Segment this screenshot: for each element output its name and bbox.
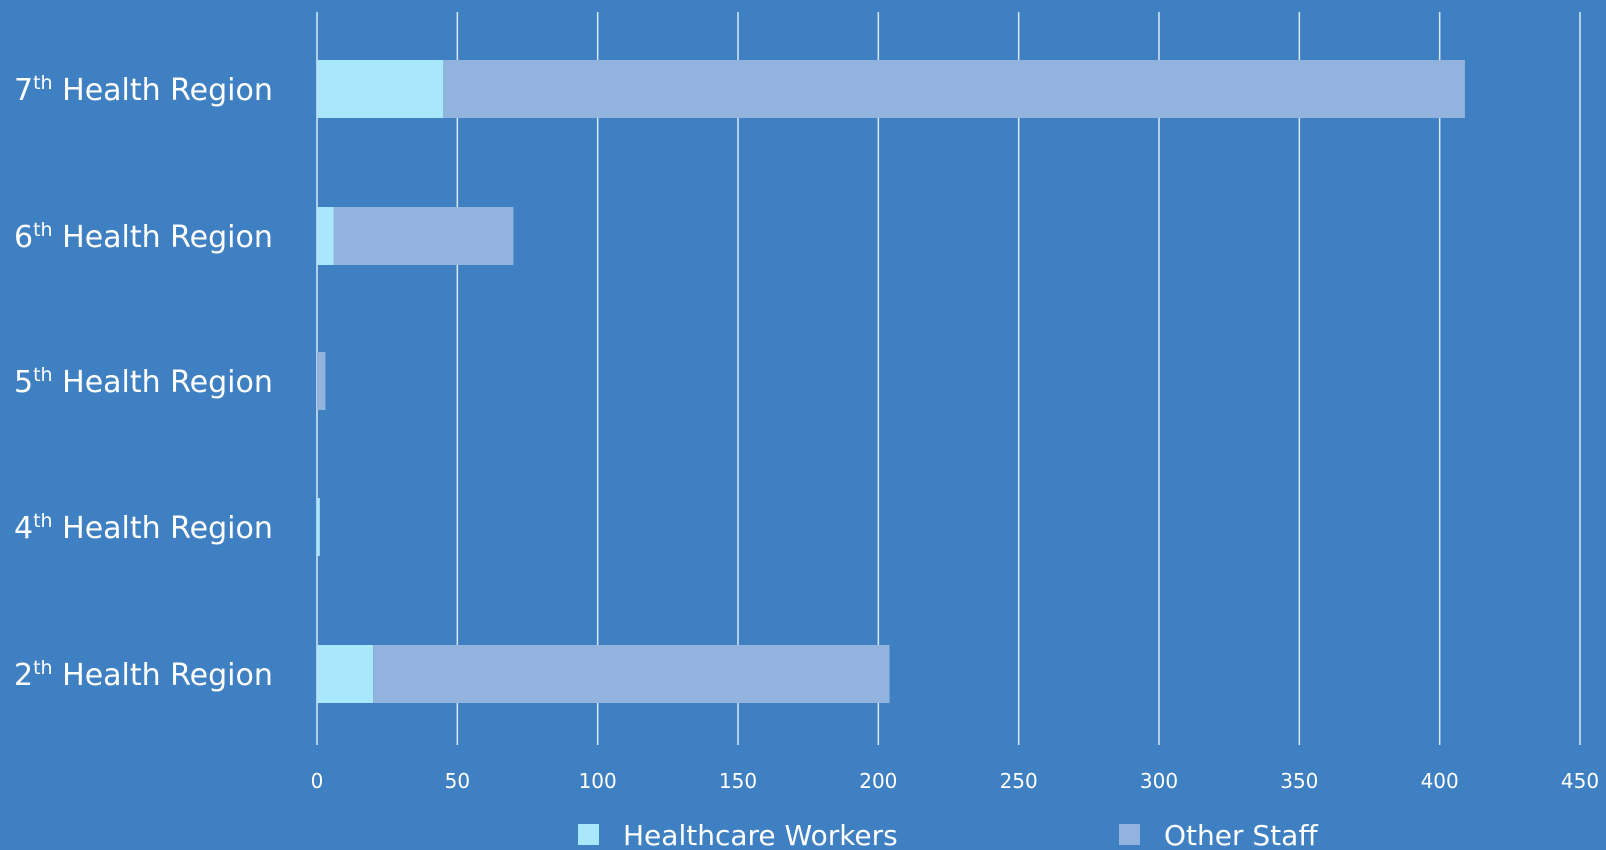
category-label: 7th Health Region bbox=[14, 72, 273, 108]
gridlines bbox=[316, 12, 1581, 745]
legend-swatch bbox=[578, 824, 599, 845]
category-label: 6th Health Region bbox=[14, 219, 273, 255]
x-tick-label: 100 bbox=[579, 769, 617, 793]
x-tick-label: 400 bbox=[1421, 769, 1459, 793]
x-tick-label: 300 bbox=[1140, 769, 1178, 793]
x-tick-label: 350 bbox=[1280, 769, 1318, 793]
x-tick-label: 200 bbox=[859, 769, 897, 793]
category-label: 5th Health Region bbox=[14, 364, 273, 400]
bar-healthcare-workers bbox=[317, 60, 444, 118]
x-tick-label: 150 bbox=[719, 769, 757, 793]
bar-other-staff bbox=[373, 645, 890, 703]
bar-other-staff bbox=[333, 207, 514, 265]
category-label: 4th Health Region bbox=[14, 510, 273, 546]
bar-healthcare-workers bbox=[317, 645, 374, 703]
category-label: 2th Health Region bbox=[14, 657, 273, 693]
category-labels: 7th Health Region 6th Health Region 5th He… bbox=[14, 72, 273, 693]
x-axis-tick-labels: 0 50 100 150 200 250 300 350 400 450 bbox=[311, 769, 1599, 793]
legend: Healthcare Workers Other Staff bbox=[578, 819, 1318, 850]
bar-other-staff bbox=[317, 352, 326, 410]
x-tick-label: 50 bbox=[445, 769, 470, 793]
bar-healthcare-workers bbox=[317, 207, 334, 265]
x-tick-label: 450 bbox=[1561, 769, 1599, 793]
x-tick-label: 0 bbox=[311, 769, 324, 793]
legend-swatch bbox=[1119, 824, 1140, 845]
bar-other-staff bbox=[443, 60, 1465, 118]
x-tick-label: 250 bbox=[1000, 769, 1038, 793]
legend-label: Other Staff bbox=[1164, 819, 1318, 850]
legend-label: Healthcare Workers bbox=[623, 819, 898, 850]
bars bbox=[317, 60, 1465, 703]
bar-healthcare-workers bbox=[317, 498, 320, 556]
